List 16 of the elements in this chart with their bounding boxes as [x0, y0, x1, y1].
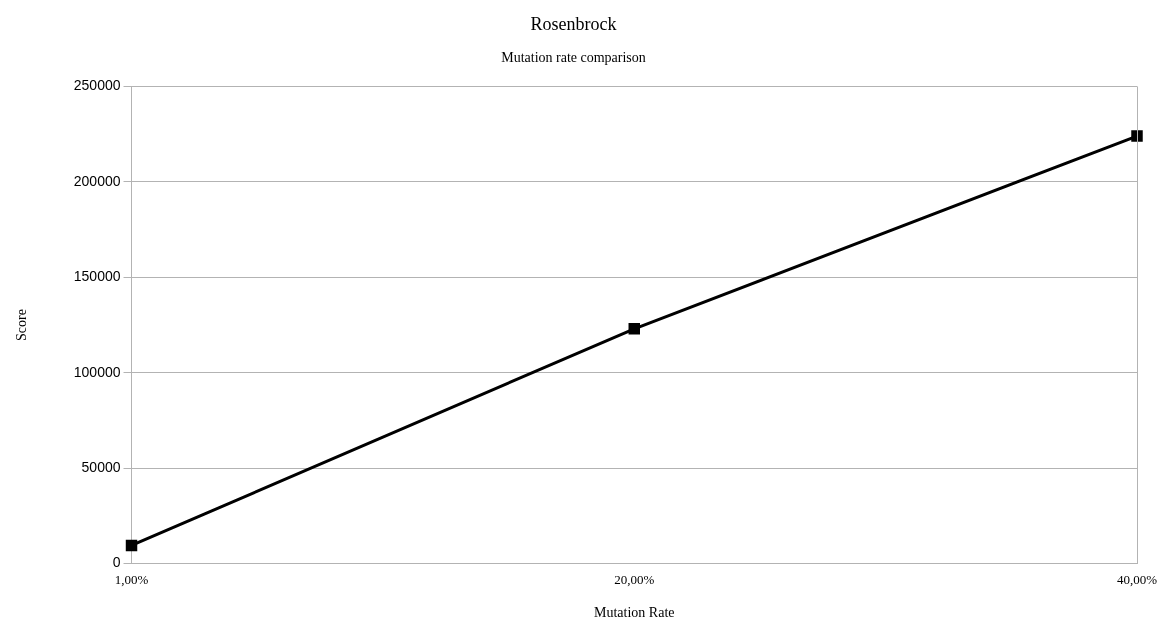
y-tick-label: 150000 — [73, 268, 121, 285]
y-tick-label: 200000 — [73, 172, 121, 189]
y-axis-title: Score — [14, 309, 30, 341]
chart-title: Rosenbrock — [530, 13, 617, 34]
x-tick-label: 20,00% — [614, 571, 655, 587]
point — [628, 323, 640, 335]
x-tick-label: 1,00% — [114, 571, 149, 587]
x-tick-label: 40,00% — [1116, 571, 1158, 587]
y-tick-label: 50000 — [81, 459, 121, 476]
chart-subtitle: Mutation rate comparison — [501, 49, 646, 65]
point — [1131, 130, 1143, 142]
y-tick-label: 100000 — [73, 363, 121, 380]
x-axis-title: Mutation Rate — [594, 605, 675, 621]
point — [125, 539, 138, 552]
y-tick-label: 250000 — [73, 77, 121, 94]
y-tick-label: 0 — [112, 554, 121, 571]
